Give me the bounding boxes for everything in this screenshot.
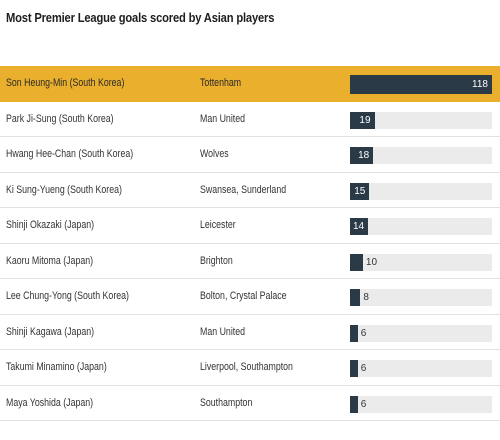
goals-bar-track: 6: [350, 360, 492, 377]
goals-bar: [350, 111, 375, 129]
goals-value-label: 18: [358, 150, 370, 161]
player-name: Lee Chung-Yong (South Korea): [6, 290, 129, 303]
goals-value-label: 19: [359, 114, 371, 126]
player-name: Ki Sung-Yueng (South Korea): [6, 183, 122, 196]
player-name: Shinji Okazaki (Japan): [6, 219, 95, 232]
club-name: Man United: [200, 112, 246, 125]
goals-value-label: 6: [360, 398, 367, 410]
goals-bar-track: 6: [350, 395, 492, 413]
goals-bar: [350, 218, 369, 235]
goals-bar-track: 10: [350, 253, 492, 271]
goals-bar-track: 19: [350, 111, 492, 129]
goals-table: Son Heung-Min (South Korea) Tottenham 118 P…: [0, 66, 500, 421]
player-name: Shinji Kagawa (Japan): [6, 325, 95, 338]
table-row: Lee Chung-Yong (South Korea) Bolton, Crys…: [0, 279, 500, 315]
club-name: Man United: [200, 325, 246, 338]
club-name: Brighton: [200, 254, 233, 267]
goals-value-label: 15: [354, 185, 366, 197]
table-row: Takumi Minamino (Japan) Liverpool, Southa…: [0, 350, 500, 386]
goals-bar: [350, 289, 361, 306]
table-row: Son Heung-Min (South Korea) Tottenham 118: [0, 66, 500, 102]
table-row: Kaoru Mitoma (Japan) Brighton 10: [0, 243, 500, 279]
goals-value-label: 14: [352, 221, 365, 232]
goals-bar: [350, 147, 374, 164]
player-name: Hwang Hee-Chan (South Korea): [6, 148, 134, 161]
goals-value-label: 6: [360, 327, 367, 339]
club-name: Southampton: [200, 396, 253, 409]
table-row: Shinji Kagawa (Japan) Man United 6: [0, 314, 500, 350]
club-name: Tottenham: [200, 77, 242, 90]
goals-value-label: 118: [472, 79, 488, 90]
goals-bar-track: 118: [350, 75, 492, 94]
goals-bar-track: 14: [350, 218, 492, 235]
goals-value-label: 8: [363, 292, 369, 303]
club-name: Swansea, Sunderland: [200, 183, 287, 196]
table-row: Maya Yoshida (Japan) Southampton 6: [0, 385, 500, 421]
player-name: Takumi Minamino (Japan): [6, 361, 107, 374]
goals-bar-track: 8: [350, 289, 492, 306]
goals-value-label: 10: [365, 256, 378, 268]
club-name: Wolves: [200, 148, 229, 161]
goals-value-label: 6: [360, 363, 367, 374]
player-name: Kaoru Mitoma (Japan): [6, 254, 94, 267]
club-name: Leicester: [200, 219, 236, 232]
goals-bar: [350, 75, 492, 94]
table-row: Ki Sung-Yueng (South Korea) Swansea, Sund…: [0, 172, 500, 208]
goals-bar: [350, 253, 363, 271]
club-name: Liverpool, Southampton: [200, 361, 293, 374]
goals-bar: [350, 182, 370, 200]
goals-bar-track: 6: [350, 324, 492, 342]
goals-bar-track: 18: [350, 147, 492, 164]
club-name: Bolton, Crystal Palace: [200, 290, 287, 303]
goals-bar: [350, 324, 358, 342]
table-row: Hwang Hee-Chan (South Korea) Wolves 18: [0, 137, 500, 173]
goals-bar-track: 15: [350, 182, 492, 200]
chart-title: Most Premier League goals scored by Asia…: [6, 10, 275, 25]
table-row: Shinji Okazaki (Japan) Leicester 14: [0, 208, 500, 244]
table-row: Park Ji-Sung (South Korea) Man United 19: [0, 101, 500, 137]
player-name: Son Heung-Min (South Korea): [6, 77, 125, 90]
player-name: Maya Yoshida (Japan): [6, 396, 94, 409]
player-name: Park Ji-Sung (South Korea): [6, 112, 114, 125]
goals-bar: [350, 395, 358, 413]
goals-bar: [350, 360, 358, 377]
